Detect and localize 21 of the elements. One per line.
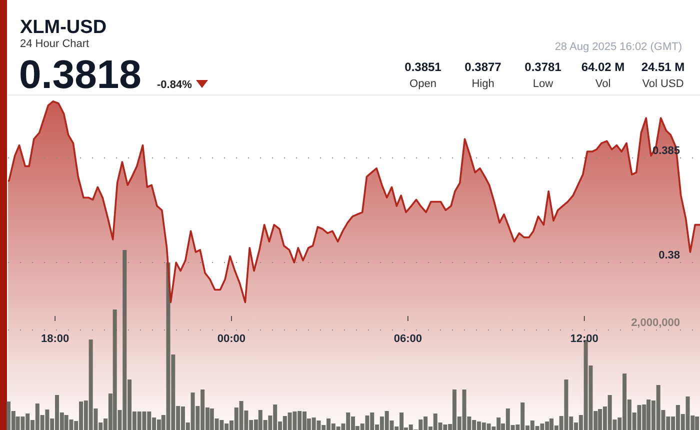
text: Vol: [595, 78, 611, 90]
text: Low: [532, 78, 554, 90]
text: 0.3877: [464, 60, 502, 74]
text: Vol USD: [642, 78, 684, 90]
text: 0.3851: [404, 60, 442, 74]
x-tick-label: 18:00: [40, 333, 70, 345]
x-tick-label: 00:00: [217, 333, 246, 345]
text: High: [472, 78, 494, 90]
annotation: 0.3818: [19, 53, 142, 97]
text: Open: [410, 78, 436, 90]
chart-title: XLM-USD: [20, 17, 107, 38]
y2-tick-label: 2,000,000: [631, 317, 680, 329]
text: 28 Aug 2025 16:02 (GMT): [554, 41, 682, 53]
x-tick-label: 06:00: [394, 333, 422, 345]
text: 64.02 M: [581, 60, 625, 74]
y-tick-label: 0.38: [658, 250, 680, 262]
text: 24.51 M: [641, 60, 685, 74]
text: -0.84%: [157, 79, 192, 91]
x-tick-label: 12:00: [570, 333, 598, 345]
text: 0.3781: [524, 60, 562, 74]
chart-subtitle: 24 Hour Chart: [20, 38, 90, 50]
